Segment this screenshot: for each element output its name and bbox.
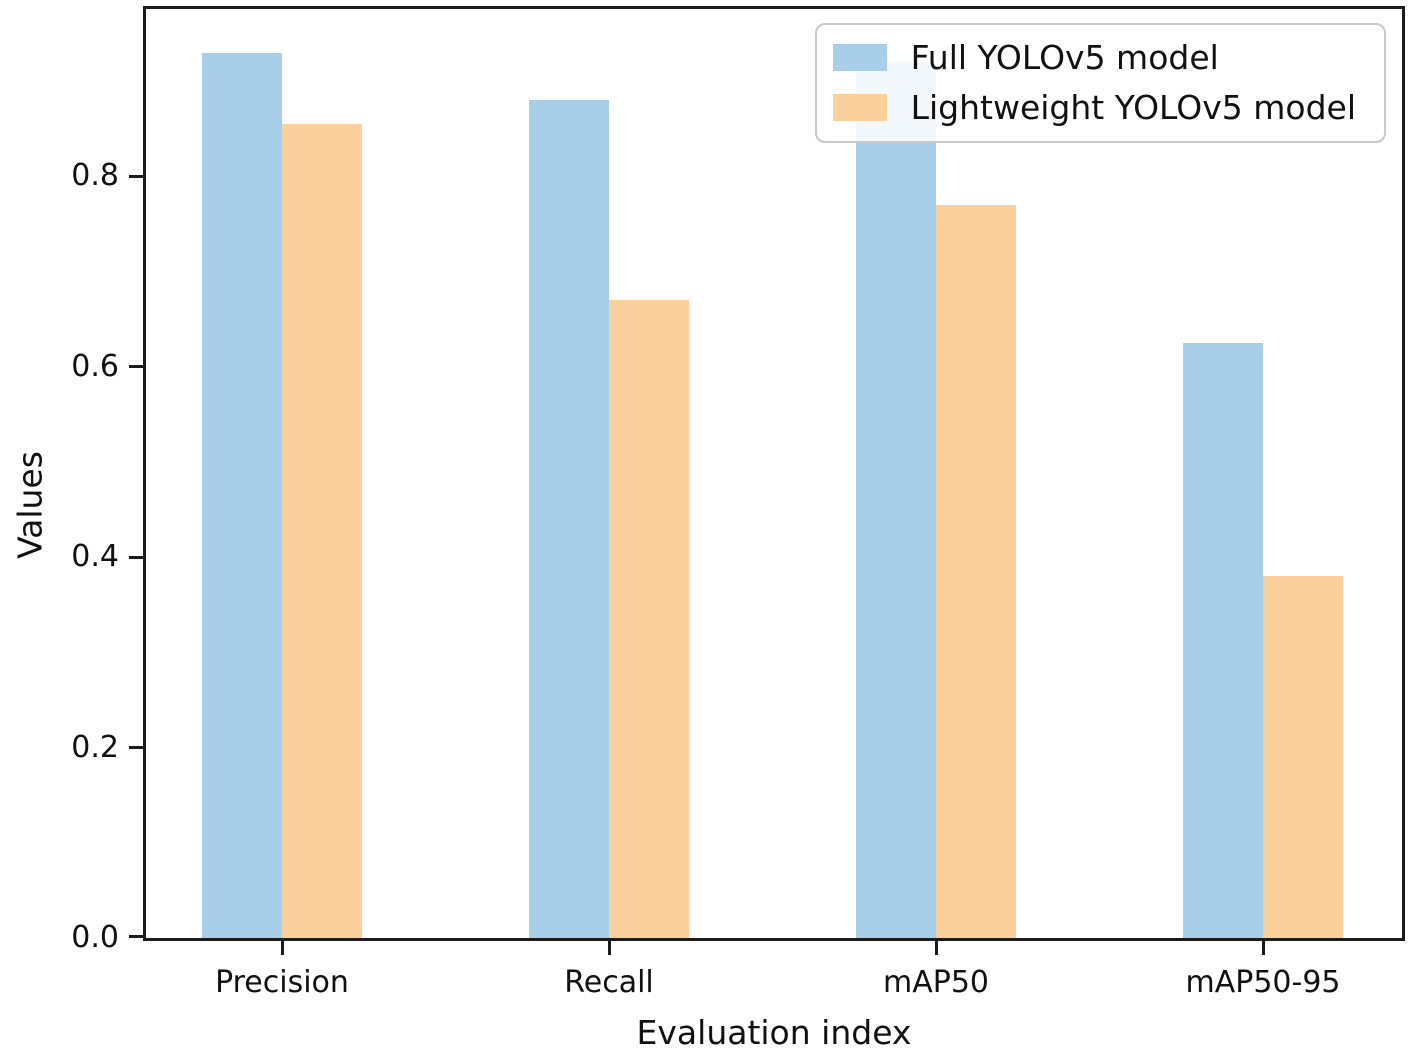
bar-lightweight-recall xyxy=(609,300,689,938)
x-tick-label: mAP50-95 xyxy=(1185,965,1341,1000)
y-tick-mark xyxy=(129,935,143,938)
x-tick-mark xyxy=(1262,941,1265,955)
x-tick-label: Precision xyxy=(215,965,349,1000)
bar-lightweight-map50 xyxy=(936,205,1016,938)
x-tick-mark xyxy=(608,941,611,955)
y-tick-label: 0.8 xyxy=(71,158,119,194)
y-tick-label: 0.4 xyxy=(71,539,119,575)
x-tick-mark xyxy=(281,941,284,955)
legend-label-full-model: Full YOLOv5 model xyxy=(910,38,1219,77)
y-tick-label: 0.0 xyxy=(71,920,119,955)
y-tick-label: 0.2 xyxy=(71,729,119,765)
x-axis-title: Evaluation index xyxy=(636,1013,912,1052)
y-axis-title: Values xyxy=(10,451,50,559)
y-tick-mark xyxy=(129,365,143,369)
y-tick-label: 0.6 xyxy=(71,348,119,384)
y-tick-mark xyxy=(129,746,143,750)
legend: Full YOLOv5 model Lightweight YOLOv5 mod… xyxy=(814,23,1386,143)
bar-lightweight-precision xyxy=(282,124,362,938)
plot-area: Full YOLOv5 model Lightweight YOLOv5 mod… xyxy=(71,6,1405,1049)
x-tick-label: mAP50 xyxy=(882,965,990,1000)
bar-lightweight-map50-95 xyxy=(1263,576,1343,938)
bar-full-map50 xyxy=(856,62,936,938)
x-tick-mark xyxy=(935,941,938,955)
x-tick-label: Recall xyxy=(564,965,654,1000)
bar-full-recall xyxy=(529,100,609,938)
bar-full-precision xyxy=(202,53,282,938)
y-tick-mark xyxy=(129,555,143,559)
bar-full-map50-95 xyxy=(1183,343,1263,938)
legend-swatch-lightweight-model-icon xyxy=(832,94,887,122)
y-tick-mark xyxy=(129,174,143,178)
legend-row-lightweight-model: Lightweight YOLOv5 model xyxy=(832,87,1356,127)
legend-row-full-model: Full YOLOv5 model xyxy=(832,38,1356,77)
legend-swatch-full-model-icon xyxy=(832,44,887,72)
legend-label-lightweight-model: Lightweight YOLOv5 model xyxy=(910,87,1356,127)
